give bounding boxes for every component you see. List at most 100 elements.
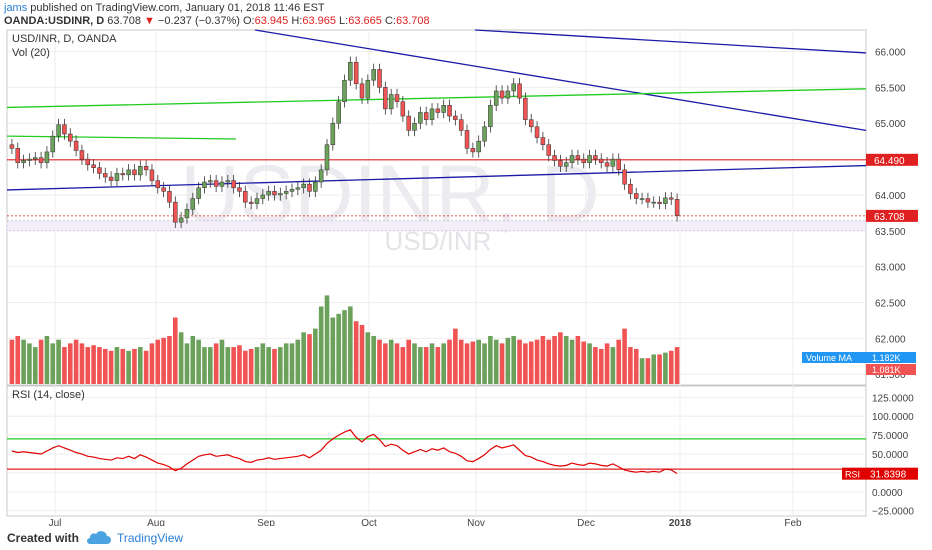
- volume-bar: [628, 347, 633, 384]
- volume-bar: [353, 321, 359, 384]
- upper-trend-line-2: [474, 29, 867, 54]
- support-zone: [6, 220, 867, 232]
- candle-body: [470, 148, 476, 153]
- volume-bar: [208, 347, 213, 384]
- candle-body: [348, 62, 353, 81]
- rsi-label-box: [842, 467, 866, 480]
- candle-body: [138, 166, 143, 176]
- volume-bar: [126, 350, 131, 384]
- volume-ma-value-box: [866, 352, 916, 363]
- volume-bar: [313, 328, 318, 384]
- high-label: H:: [291, 15, 303, 27]
- x-tick-label: Dec: [577, 518, 595, 526]
- candle-body: [558, 160, 563, 167]
- volume-bar: [593, 347, 598, 384]
- volume-bar: [32, 347, 38, 384]
- candle-body: [423, 112, 429, 120]
- candle-body: [540, 137, 546, 145]
- x-tick-label: 2018: [669, 518, 692, 526]
- upper-trend-line: [254, 29, 867, 132]
- candle-body: [412, 122, 417, 131]
- candle-body: [208, 180, 213, 183]
- price-tick-label: 66.000: [875, 48, 906, 59]
- volume-bars: [9, 295, 680, 384]
- candle-body: [301, 183, 306, 189]
- volume-bar: [388, 339, 394, 384]
- volume-bar: [97, 347, 102, 384]
- volume-bar: [412, 343, 417, 384]
- candle-body: [464, 130, 470, 149]
- volume-bar: [406, 339, 411, 384]
- candle-body: [441, 105, 446, 113]
- candle-body: [342, 79, 347, 102]
- volume-bar: [79, 343, 85, 384]
- volume-bar: [38, 339, 44, 384]
- candle-body: [488, 105, 493, 128]
- volume-bar: [668, 350, 674, 384]
- candle-body: [528, 119, 534, 128]
- volume-bar: [657, 354, 662, 384]
- chart-area[interactable]: USDINR, D USD/INR 66.00065.50065.00064.0…: [0, 0, 932, 526]
- candle-body: [552, 155, 557, 161]
- candle-body: [313, 181, 318, 192]
- candle-body: [581, 158, 586, 163]
- volume-title: Vol (20): [12, 47, 50, 59]
- publish-header: jams published on TradingView.com, Janua…: [4, 2, 325, 14]
- candle-body: [476, 140, 481, 153]
- volume-bar: [610, 347, 616, 384]
- symbol-label: OANDA:USDINR, D: [4, 15, 105, 27]
- volume-bar: [225, 347, 231, 384]
- candle-body: [482, 126, 487, 142]
- volume-bar: [172, 317, 178, 384]
- tradingview-brand[interactable]: TradingView: [117, 531, 184, 545]
- price-tick-label: 63.000: [875, 263, 906, 274]
- candle-body: [219, 181, 225, 187]
- volume-bar: [184, 343, 190, 384]
- candle-body: [563, 162, 569, 167]
- candle-body: [622, 169, 627, 185]
- volume-bar: [423, 347, 429, 384]
- candle-body: [505, 90, 511, 99]
- price-tick-label: 62.000: [875, 334, 906, 345]
- candle-body: [225, 180, 231, 183]
- candle-body: [330, 122, 336, 145]
- volume-bar: [453, 328, 458, 384]
- volume-bar: [616, 339, 622, 384]
- volume-bar: [418, 347, 423, 384]
- volume-bar: [44, 336, 50, 384]
- candle-body: [103, 173, 108, 178]
- candle-body: [534, 126, 540, 138]
- candle-body: [593, 155, 598, 160]
- volume-bar: [528, 341, 534, 384]
- author-link[interactable]: jams: [4, 2, 28, 14]
- volume-bar: [278, 347, 283, 384]
- candle-body: [33, 157, 38, 160]
- cloud-logo-icon: [87, 531, 111, 544]
- candle-body: [324, 144, 330, 171]
- volume-bar: [324, 295, 330, 384]
- volume-bar: [196, 339, 201, 384]
- volume-bar: [62, 347, 67, 384]
- candle-body: [248, 201, 254, 204]
- volume-bar: [371, 336, 376, 384]
- candle-body: [213, 180, 219, 187]
- volume-ma-label: Volume MA: [806, 353, 852, 363]
- candle-body: [190, 198, 196, 210]
- volume-bar: [161, 337, 166, 384]
- created-with-label: Created with: [7, 531, 80, 545]
- volume-bar: [132, 348, 137, 384]
- candle-body: [604, 162, 610, 167]
- candle-body: [79, 150, 85, 160]
- volume-bar: [563, 336, 569, 384]
- volume-bar: [149, 343, 155, 384]
- candle-body: [56, 124, 61, 137]
- volume-value: 1.081K: [872, 365, 901, 375]
- price-tick-label: 64.000: [875, 191, 906, 202]
- candle-body: [546, 144, 551, 156]
- candle-body: [50, 135, 56, 153]
- candle-body: [184, 209, 190, 219]
- volume-bar: [622, 328, 627, 384]
- x-tick-label: Sep: [257, 518, 275, 526]
- candle-body: [657, 201, 662, 204]
- volume-bar: [254, 347, 260, 384]
